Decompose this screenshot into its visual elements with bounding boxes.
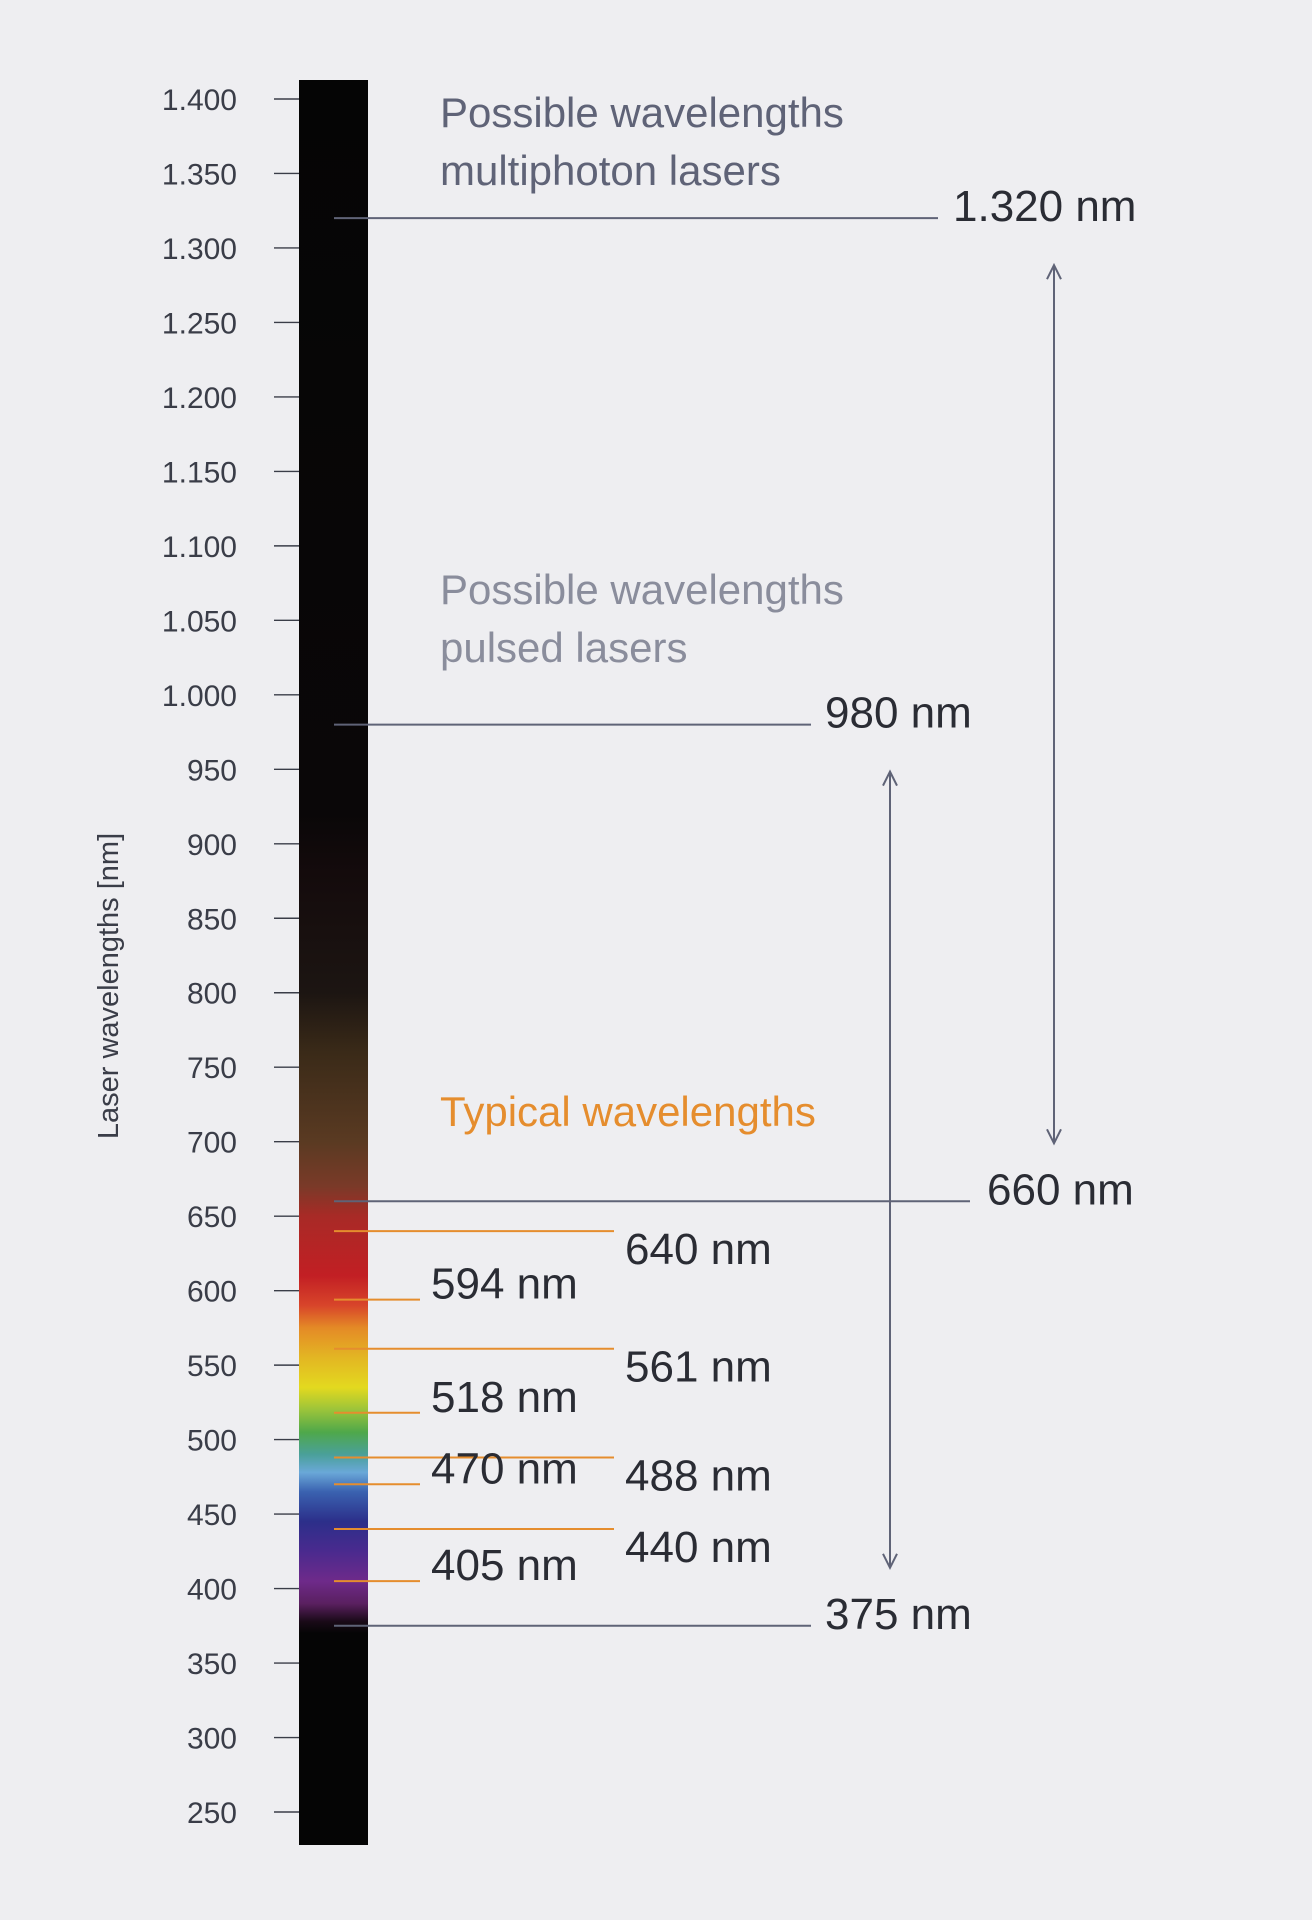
axis-tick-label: 1.100 — [162, 531, 237, 564]
axis-tick-label: 600 — [187, 1276, 237, 1309]
arrow-down-icon — [882, 1553, 898, 1571]
axis-tick-label: 1.350 — [162, 158, 237, 191]
typical-lines: 640 nm 594 nm 561 nm 518 nm 488 nm 470 nm 440 … — [334, 1225, 772, 1590]
arrow-down-icon — [1046, 1128, 1062, 1146]
typical-line-label: 518 nm — [431, 1373, 578, 1422]
typical-heading: Typical wavelengths — [440, 1088, 816, 1135]
spectrum-bar — [299, 80, 368, 1845]
axis-ticks: 1.400 1.350 1.300 1.250 1.200 1.150 1.100 1.050… — [162, 84, 299, 1830]
axis-tick-label: 300 — [187, 1723, 237, 1756]
typical-line-label: 405 nm — [431, 1541, 578, 1590]
typical-line-label: 440 nm — [625, 1523, 772, 1572]
axis-tick-label: 400 — [187, 1574, 237, 1607]
multiphoton-heading-line2: multiphoton lasers — [440, 147, 781, 194]
typical-line-label: 561 nm — [625, 1343, 772, 1392]
arrow-up-icon — [882, 769, 898, 787]
axis-tick-label: 1.150 — [162, 456, 237, 489]
axis-tick-label: 1.400 — [162, 84, 237, 117]
axis-tick-label: 850 — [187, 903, 237, 936]
typical-line-label: 640 nm — [625, 1225, 772, 1274]
axis-tick-label: 1.200 — [162, 382, 237, 415]
typical-line-label: 488 nm — [625, 1451, 772, 1500]
range-line-label: 660 nm — [987, 1165, 1134, 1214]
axis-tick-label: 250 — [187, 1797, 237, 1830]
range-line-label: 1.320 nm — [953, 182, 1136, 231]
pulsed-heading-line1: Possible wavelengths — [440, 566, 844, 613]
axis-tick-label: 800 — [187, 978, 237, 1011]
axis-tick-label: 500 — [187, 1425, 237, 1458]
axis-tick-label: 950 — [187, 754, 237, 787]
axis-title: Laser wavelengths [nm] — [93, 833, 125, 1139]
range-arrows — [882, 262, 1062, 1571]
axis-tick-label: 1.300 — [162, 233, 237, 266]
range-lines: 1.320 nm 980 nm 660 nm 375 nm — [334, 182, 1136, 1639]
pulsed-heading-line2: pulsed lasers — [440, 624, 687, 671]
axis-tick-label: 750 — [187, 1052, 237, 1085]
range-line-label: 375 nm — [825, 1590, 972, 1639]
axis-tick-label: 450 — [187, 1499, 237, 1532]
multiphoton-heading: Possible wavelengths multiphoton lasers — [440, 89, 856, 194]
axis-tick-label: 1.050 — [162, 605, 237, 638]
axis-tick-label: 350 — [187, 1648, 237, 1681]
axis-tick-label: 900 — [187, 829, 237, 862]
range-line-label: 980 nm — [825, 689, 972, 738]
axis-tick-label: 1.250 — [162, 307, 237, 340]
typical-line-label: 594 nm — [431, 1260, 578, 1309]
typical-line-label: 470 nm — [431, 1444, 578, 1493]
axis-tick-label: 700 — [187, 1127, 237, 1160]
axis-tick-label: 1.000 — [162, 680, 237, 713]
arrow-up-icon — [1046, 262, 1062, 280]
multiphoton-heading-line1: Possible wavelengths — [440, 89, 844, 136]
pulsed-heading: Possible wavelengths pulsed lasers — [440, 566, 856, 671]
axis-tick-label: 550 — [187, 1350, 237, 1383]
axis-tick-label: 650 — [187, 1201, 237, 1234]
